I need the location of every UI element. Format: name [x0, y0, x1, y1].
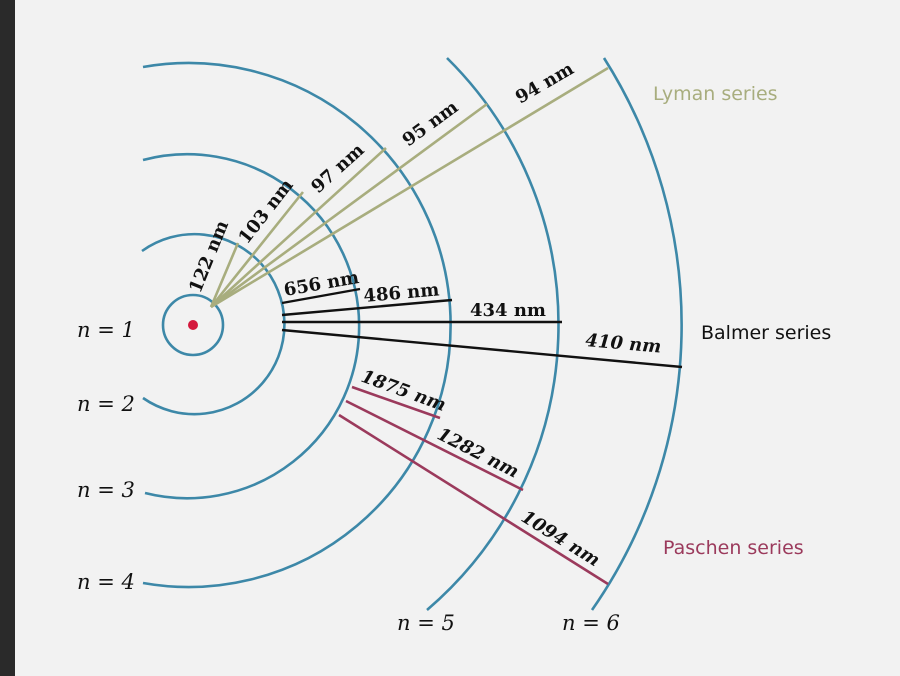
level-label-n6: n = 6 — [562, 611, 620, 635]
orbit-n4 — [142, 61, 452, 589]
lyman-line-94 — [210, 66, 609, 309]
lyman-line-103 — [209, 191, 305, 308]
orbit-n3 — [142, 152, 361, 500]
orbit-n2 — [141, 232, 286, 416]
label-97nm: 97 nm — [307, 140, 368, 198]
orbit-n1 — [161, 293, 225, 357]
lyman-line-122 — [209, 242, 240, 308]
series-label-lyman: Lyman series — [653, 83, 778, 105]
lyman-line-95 — [210, 102, 488, 309]
balmer-line-410 — [281, 328, 683, 369]
orbit-n6 — [590, 57, 683, 611]
label-410nm: 410 nm — [585, 330, 663, 358]
series-label-paschen: Paschen series — [663, 537, 804, 559]
nucleus-dot — [188, 320, 198, 330]
series-label-balmer: Balmer series — [701, 322, 831, 344]
diagram-canvas — [15, 0, 900, 676]
label-122nm: 122 nm — [185, 218, 233, 296]
paschen-line-1282 — [345, 399, 524, 492]
balmer-line-656 — [281, 287, 361, 305]
paschen-line-1875 — [351, 385, 441, 420]
level-label-n5: n = 5 — [397, 611, 455, 635]
level-label-n4: n = 4 — [77, 570, 135, 594]
level-label-n1: n = 1 — [77, 318, 135, 342]
balmer-line-486 — [281, 298, 453, 317]
label-434nm: 434 nm — [470, 300, 546, 321]
label-1094nm: 1094 nm — [517, 506, 603, 571]
lyman-line-97 — [210, 147, 387, 308]
paschen-line-1094 — [338, 413, 609, 586]
label-94nm: 94 nm — [512, 58, 577, 108]
level-label-n3: n = 3 — [77, 478, 135, 502]
label-1875nm: 1875 nm — [358, 366, 448, 416]
level-label-n2: n = 2 — [77, 392, 135, 416]
label-95nm: 95 nm — [399, 97, 463, 151]
